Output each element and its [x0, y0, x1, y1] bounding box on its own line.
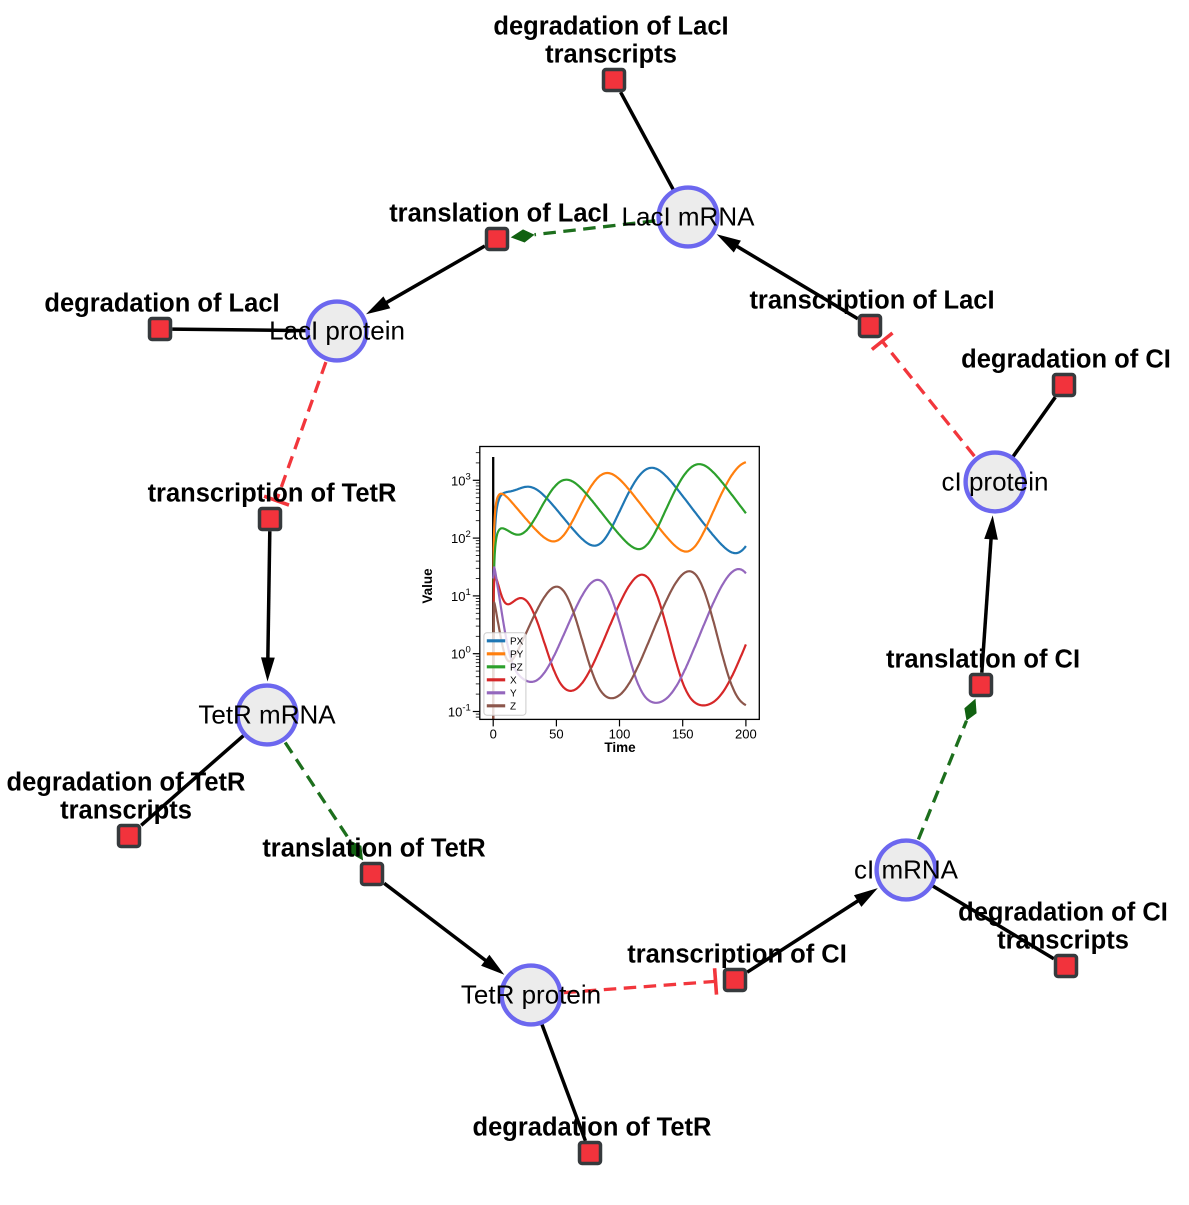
svg-text:Z: Z — [510, 701, 516, 712]
svg-text:100: 100 — [609, 726, 631, 741]
svg-text:translation of LacI: translation of LacI — [389, 200, 609, 228]
svg-text:transcription of CI: transcription of CI — [627, 941, 847, 969]
svg-text:degradation of LacI: degradation of LacI — [44, 290, 279, 318]
svg-text:LacI mRNA: LacI mRNA — [622, 201, 756, 231]
svg-text:PY: PY — [510, 649, 524, 660]
svg-text:PZ: PZ — [510, 662, 523, 673]
svg-text:transcripts: transcripts — [60, 797, 192, 825]
svg-text:50: 50 — [549, 726, 563, 741]
svg-text:translation of TetR: translation of TetR — [262, 835, 485, 863]
svg-text:transcripts: transcripts — [545, 41, 677, 69]
svg-text:transcription of LacI: transcription of LacI — [749, 287, 994, 315]
svg-text:200: 200 — [735, 726, 757, 741]
svg-text:translation of CI: translation of CI — [886, 646, 1080, 674]
svg-text:degradation of TetR: degradation of TetR — [7, 769, 246, 797]
svg-text:X: X — [510, 675, 517, 686]
svg-text:transcription of TetR: transcription of TetR — [148, 480, 397, 508]
svg-text:cI protein: cI protein — [942, 466, 1049, 496]
svg-text:Y: Y — [510, 688, 517, 699]
svg-text:cI mRNA: cI mRNA — [854, 854, 959, 884]
svg-text:0: 0 — [490, 726, 497, 741]
svg-text:LacI protein: LacI protein — [269, 315, 405, 345]
svg-text:degradation of CI: degradation of CI — [958, 899, 1168, 927]
svg-text:PX: PX — [510, 636, 524, 647]
svg-text:transcripts: transcripts — [997, 927, 1129, 955]
svg-text:Time: Time — [604, 740, 636, 755]
svg-text:degradation of TetR: degradation of TetR — [473, 1114, 712, 1142]
svg-text:degradation of LacI: degradation of LacI — [493, 13, 728, 41]
svg-text:Value: Value — [420, 568, 435, 604]
svg-text:degradation of CI: degradation of CI — [961, 346, 1171, 374]
svg-text:TetR protein: TetR protein — [461, 979, 601, 1009]
svg-text:TetR mRNA: TetR mRNA — [198, 699, 336, 729]
svg-text:150: 150 — [672, 726, 694, 741]
